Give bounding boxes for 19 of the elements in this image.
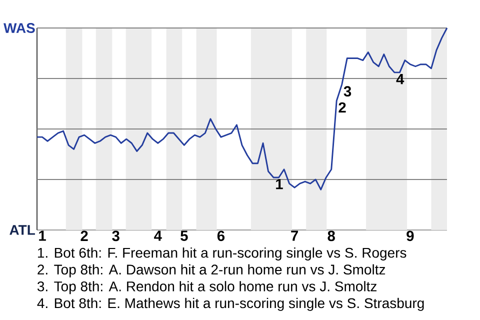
x-tick-label: 6 bbox=[217, 230, 225, 242]
x-tick-label: 7 bbox=[291, 230, 298, 241]
x-tick-label: 4 bbox=[154, 230, 162, 241]
annotation: 2 bbox=[338, 102, 346, 113]
x-tick-label: 1 bbox=[39, 230, 46, 241]
text: 1. Bot 6th: F. Freeman hit a run-scoring single vs S. Rogers bbox=[38, 247, 406, 261]
text: 2. Top 8th: A. Dawson hit a 2-run home run vs J. Smoltz bbox=[38, 264, 386, 278]
annotation: 4 bbox=[396, 74, 404, 84]
text: ATL bbox=[10, 225, 35, 235]
x-tick-label: 5 bbox=[180, 230, 188, 241]
text: 4. Bot 8th: E. Mathews hit a run-scoring single vs S. Strasburg bbox=[37, 298, 424, 311]
annotation: 1 bbox=[276, 179, 283, 190]
annotation: 3 bbox=[344, 86, 352, 97]
x-tick-label: 2 bbox=[80, 230, 88, 241]
x-tick-label: 8 bbox=[328, 230, 335, 242]
x-tick-label: 3 bbox=[112, 230, 120, 242]
text: WAS bbox=[4, 23, 35, 33]
text: 3. Top 8th: A. Rendon hit a solo home run vs J. Smoltz bbox=[37, 281, 377, 294]
x-tick-label: 9 bbox=[406, 230, 414, 242]
